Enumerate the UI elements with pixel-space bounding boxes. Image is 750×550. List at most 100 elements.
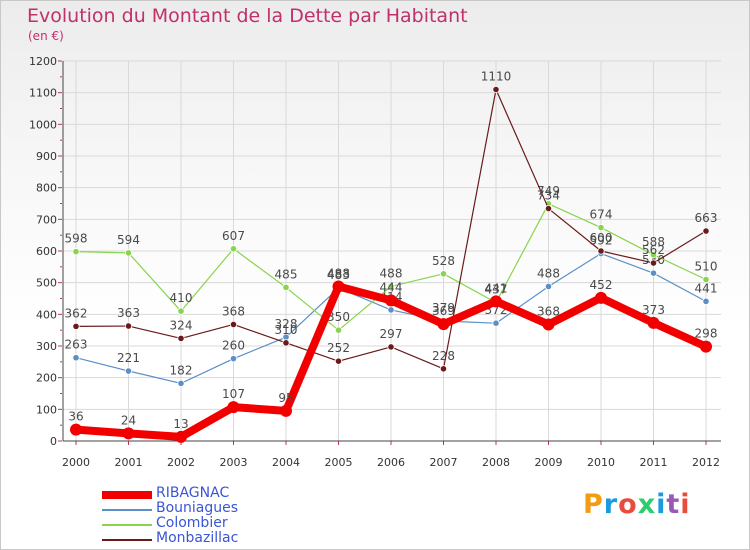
data-point-bouniagues	[492, 319, 500, 327]
data-label-bouniagues: 263	[65, 338, 88, 352]
data-point-monbazillac	[387, 343, 395, 351]
data-label-bouniagues: 592	[590, 234, 613, 248]
x-tick-label: 2011	[640, 456, 668, 469]
logo-letter: i	[656, 489, 667, 520]
data-label-colombier: 510	[695, 260, 718, 274]
data-label-ribagnac: 24	[121, 413, 136, 427]
data-point-colombier	[649, 251, 658, 259]
data-label-monbazillac: 297	[380, 327, 403, 341]
y-tick-label: 1100	[29, 87, 57, 100]
data-label-colombier: 674	[590, 208, 613, 222]
chart-title: Evolution du Montant de la Dette par Hab…	[27, 5, 468, 27]
logo-letter: t	[666, 489, 681, 520]
data-label-monbazillac: 324	[170, 318, 193, 332]
data-point-ribagnac	[385, 294, 397, 307]
logo-letter: x	[637, 489, 657, 520]
data-label-ribagnac: 95	[278, 391, 293, 405]
data-label-ribagnac: 107	[222, 387, 245, 401]
data-point-monbazillac	[544, 204, 553, 213]
data-point-bouniagues	[72, 354, 80, 362]
legend-label: RIBAGNAC	[156, 485, 230, 501]
data-label-colombier: 594	[117, 233, 140, 247]
data-label-colombier: 350	[327, 310, 350, 324]
data-point-bouniagues	[177, 379, 185, 387]
y-tick-label: 1000	[29, 118, 57, 131]
data-label-ribagnac: 488	[327, 266, 350, 280]
data-point-colombier	[282, 283, 290, 292]
data-point-ribagnac	[700, 340, 712, 353]
data-point-ribagnac	[490, 295, 502, 308]
y-tick-label: 1200	[29, 55, 57, 68]
data-point-bouniagues	[124, 367, 133, 375]
data-point-monbazillac	[597, 247, 605, 255]
x-tick-label: 2010	[587, 456, 615, 469]
data-label-monbazillac: 362	[65, 306, 88, 320]
data-label-bouniagues: 441	[695, 281, 718, 295]
data-point-colombier	[597, 223, 605, 232]
data-label-bouniagues: 488	[537, 266, 560, 280]
data-label-colombier: 437	[485, 283, 508, 297]
y-tick-label: 700	[36, 213, 57, 226]
x-tick-label: 2009	[535, 456, 563, 469]
data-point-colombier	[387, 282, 395, 291]
x-tick-label: 2007	[430, 456, 458, 469]
data-label-ribagnac: 444	[380, 280, 403, 294]
data-point-colombier	[124, 249, 133, 257]
x-tick-label: 2001	[115, 456, 143, 469]
x-tick-label: 2008	[482, 456, 510, 469]
data-point-colombier	[72, 248, 80, 256]
data-point-bouniagues	[387, 306, 395, 314]
legend-swatch	[102, 491, 152, 499]
data-label-colombier: 485	[275, 267, 298, 281]
data-point-ribagnac	[542, 318, 555, 331]
legend-label: Colombier	[156, 515, 228, 531]
y-tick-label: 400	[36, 308, 57, 321]
data-label-monbazillac: 252	[327, 341, 350, 355]
data-point-ribagnac	[175, 430, 187, 443]
data-point-monbazillac	[649, 259, 658, 267]
data-label-bouniagues: 379	[432, 301, 455, 315]
data-label-ribagnac: 298	[695, 327, 718, 341]
data-point-colombier	[439, 270, 448, 278]
x-tick-label: 2006	[377, 456, 405, 469]
data-point-monbazillac	[439, 365, 448, 373]
data-label-bouniagues: 328	[275, 317, 298, 331]
data-label-colombier: 410	[170, 291, 193, 305]
x-tick-label: 2005	[325, 456, 353, 469]
data-point-colombier	[702, 275, 710, 284]
data-point-monbazillac	[229, 320, 238, 329]
data-point-monbazillac	[177, 334, 185, 342]
y-tick-label: 600	[36, 245, 57, 258]
logo-letter: P	[583, 489, 604, 520]
data-point-bouniagues	[229, 355, 238, 363]
data-label-monbazillac: 363	[117, 306, 140, 320]
data-point-ribagnac	[122, 427, 135, 440]
data-point-colombier	[177, 307, 185, 315]
legend-label: Monbazillac	[156, 530, 239, 546]
logo-letter: o	[618, 489, 638, 520]
data-label-monbazillac: 228	[432, 349, 455, 363]
data-point-colombier	[229, 245, 238, 253]
data-point-monbazillac	[334, 357, 343, 365]
logo-letter: i	[680, 489, 691, 520]
data-label-ribagnac: 36	[68, 410, 83, 424]
data-label-ribagnac: 452	[590, 278, 613, 292]
x-tick-label: 2012	[692, 456, 720, 469]
data-label-bouniagues: 182	[170, 363, 193, 377]
x-tick-label: 2004	[272, 456, 300, 469]
data-point-colombier	[334, 326, 343, 334]
data-label-monbazillac: 310	[275, 323, 298, 337]
legend-swatch	[102, 524, 152, 526]
data-point-ribagnac	[280, 404, 292, 417]
data-label-ribagnac: 369	[432, 304, 455, 318]
data-label-monbazillac: 562	[642, 243, 665, 257]
data-point-ribagnac	[227, 401, 240, 414]
data-point-ribagnac	[437, 318, 450, 331]
data-label-bouniagues: 221	[117, 351, 140, 365]
proxiti-logo: Proxiti	[583, 489, 691, 520]
legend-label: Bouniagues	[156, 500, 239, 516]
y-tick-label: 0	[50, 435, 57, 448]
data-point-monbazillac	[492, 85, 500, 94]
